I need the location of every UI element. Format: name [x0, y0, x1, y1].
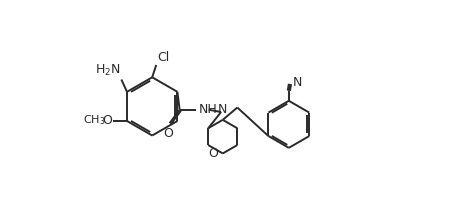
Text: H$_2$N: H$_2$N	[94, 63, 120, 78]
Text: O: O	[102, 114, 112, 127]
Text: N: N	[292, 76, 302, 89]
Text: O: O	[208, 147, 218, 160]
Text: Cl: Cl	[158, 51, 170, 64]
Text: O: O	[163, 127, 173, 140]
Text: CH$_3$: CH$_3$	[83, 114, 105, 127]
Text: N: N	[218, 103, 227, 116]
Text: NH: NH	[198, 103, 217, 116]
